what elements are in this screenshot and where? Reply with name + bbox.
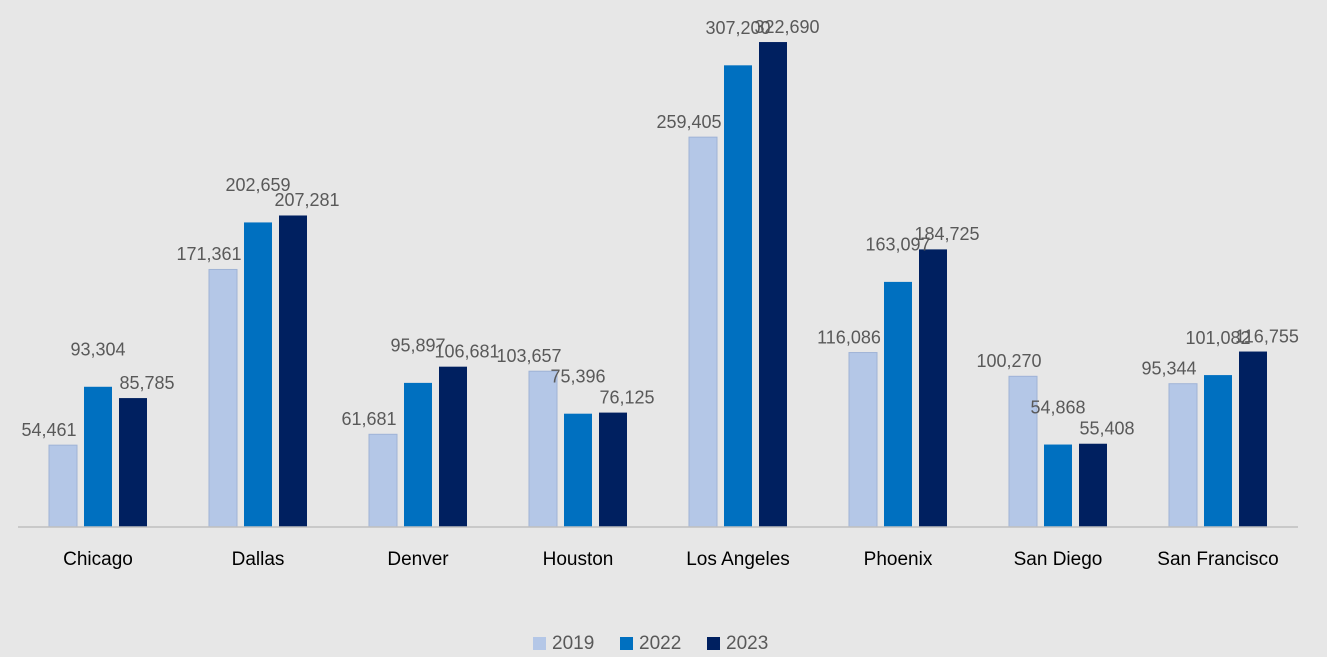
bar: [244, 222, 272, 527]
data-label: 93,304: [70, 340, 125, 360]
data-label: 202,659: [225, 175, 290, 195]
bar: [599, 412, 627, 527]
legend-swatch: [533, 637, 546, 650]
legend-label: 2023: [726, 633, 768, 654]
bar: [439, 366, 467, 527]
bar: [48, 444, 78, 528]
bar: [368, 433, 398, 528]
x-tick-label: San Francisco: [1157, 549, 1278, 570]
data-label: 85,785: [119, 373, 174, 393]
bar: [919, 249, 947, 528]
bar: [208, 268, 238, 528]
bar: [688, 136, 718, 528]
data-label: 116,086: [817, 327, 881, 347]
data-label: 75,396: [550, 366, 605, 386]
data-label: 95,897: [390, 336, 445, 356]
x-tick-label: Phoenix: [864, 549, 933, 570]
legend-label: 2019: [552, 633, 594, 654]
legend-swatch: [620, 637, 633, 650]
x-tick-label: Denver: [387, 549, 449, 570]
bar: [119, 398, 147, 527]
data-label: 259,405: [656, 112, 721, 132]
legend-swatch: [707, 637, 720, 650]
bar: [84, 386, 112, 527]
bar: [279, 215, 307, 527]
bar: [1204, 375, 1232, 527]
bar: [724, 65, 752, 527]
bar: [1239, 351, 1267, 527]
bar: [1168, 383, 1198, 528]
data-label: 55,408: [1079, 418, 1134, 438]
data-label: 54,868: [1030, 397, 1085, 417]
bar: [884, 281, 912, 527]
x-tick-label: San Diego: [1014, 549, 1103, 570]
bar: [1044, 444, 1072, 527]
x-tick-label: Los Angeles: [686, 549, 790, 570]
bar: [404, 382, 432, 527]
bar: [528, 370, 558, 528]
x-tick-label: Dallas: [232, 549, 285, 570]
data-label: 307,200: [705, 18, 770, 38]
data-label: 207,281: [274, 190, 339, 210]
data-label: 184,725: [914, 224, 979, 244]
bar: [1079, 443, 1107, 527]
data-label: 101,082: [1185, 328, 1250, 348]
data-label: 100,270: [976, 351, 1041, 371]
data-label: 322,690: [754, 17, 819, 37]
x-tick-label: Houston: [543, 549, 614, 570]
data-label: 95,344: [1141, 358, 1196, 378]
data-label: 116,755: [1235, 326, 1299, 346]
legend-label: 2022: [639, 633, 681, 654]
data-label: 171,361: [176, 244, 241, 264]
data-label: 61,681: [341, 409, 396, 429]
data-label: 76,125: [599, 387, 654, 407]
data-label: 103,657: [496, 346, 561, 366]
data-label: 54,461: [21, 420, 76, 440]
data-label: 163,097: [865, 235, 930, 255]
bar: [848, 352, 878, 528]
bar: [759, 42, 787, 527]
bar: [564, 413, 592, 527]
bar: [1008, 375, 1038, 528]
x-tick-label: Chicago: [63, 549, 133, 570]
data-label: 106,681: [434, 341, 499, 361]
